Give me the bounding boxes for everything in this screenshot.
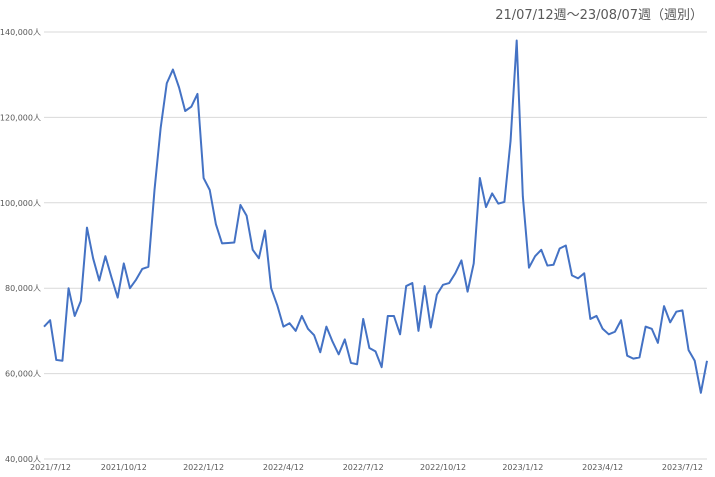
- x-tick-label: 2023/1/12: [502, 463, 543, 472]
- y-tick-label: 140,000人: [0, 28, 41, 37]
- series-line: [43, 39, 708, 394]
- y-tick-label: 100,000人: [0, 199, 41, 208]
- x-tick-label: 2023/4/12: [582, 463, 623, 472]
- y-tick-label: 80,000人: [5, 284, 41, 293]
- chart-title: 21/07/12週〜23/08/07週（週別）: [495, 8, 703, 23]
- y-tick-label: 60,000人: [5, 370, 41, 379]
- x-tick-label: 2021/10/12: [101, 463, 147, 472]
- gridlines: [44, 31, 707, 460]
- x-tick-label: 2022/7/12: [343, 463, 384, 472]
- series-layer: [43, 39, 708, 394]
- x-axis-ticks: 2021/7/12 2021/10/12 2022/1/12 2022/4/12 202…: [30, 463, 703, 472]
- x-tick-label: 2023/7/12: [662, 463, 703, 472]
- x-tick-label: 2022/10/12: [420, 463, 466, 472]
- y-axis-ticks: 40,000人 60,000人 80,000人 100,000人 120,000人 140…: [0, 28, 41, 464]
- x-tick-label: 2022/4/12: [263, 463, 304, 472]
- x-tick-label: 2022/1/12: [183, 463, 224, 472]
- y-tick-label: 40,000人: [5, 455, 41, 464]
- y-tick-label: 120,000人: [0, 113, 41, 122]
- x-tick-label: 2021/7/12: [30, 463, 71, 472]
